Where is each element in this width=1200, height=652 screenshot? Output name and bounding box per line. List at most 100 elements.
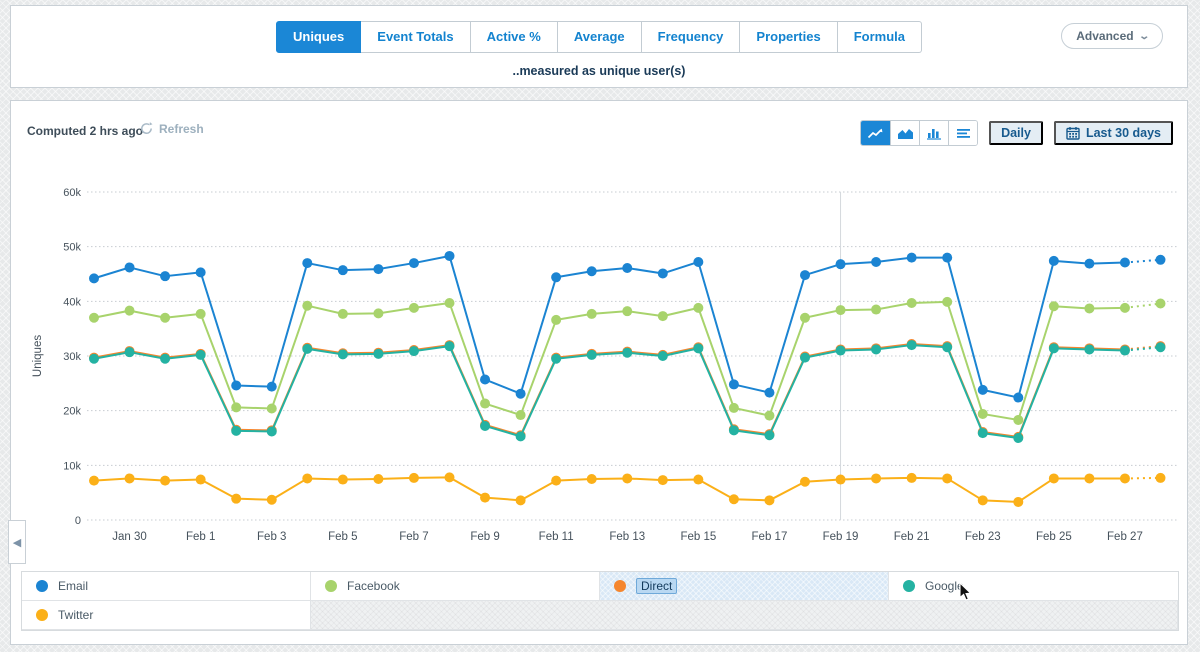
data-point[interactable] <box>1084 303 1094 313</box>
data-point[interactable] <box>729 425 739 435</box>
data-point[interactable] <box>196 350 206 360</box>
data-point[interactable] <box>978 428 988 438</box>
refresh-button[interactable]: Refresh <box>139 121 204 136</box>
data-point[interactable] <box>160 271 170 281</box>
data-point[interactable] <box>693 343 703 353</box>
sidebar-collapse-handle[interactable]: ◀ <box>8 520 26 564</box>
data-point[interactable] <box>1084 259 1094 269</box>
data-point[interactable] <box>693 475 703 485</box>
data-point[interactable] <box>978 495 988 505</box>
data-point[interactable] <box>729 403 739 413</box>
data-point[interactable] <box>480 399 490 409</box>
series-facebook[interactable] <box>89 297 1166 425</box>
data-point[interactable] <box>160 354 170 364</box>
data-point[interactable] <box>764 430 774 440</box>
line-chart[interactable]: 010k20k30k40k50k60kUniquesJan 30Feb 1Feb… <box>11 159 1189 569</box>
data-point[interactable] <box>658 311 668 321</box>
data-point[interactable] <box>1084 344 1094 354</box>
data-point[interactable] <box>551 476 561 486</box>
line-chart-icon[interactable] <box>861 121 890 145</box>
data-point[interactable] <box>800 313 810 323</box>
tab-active-percent[interactable]: Active % <box>471 21 558 53</box>
tab-frequency[interactable]: Frequency <box>642 21 741 53</box>
data-point[interactable] <box>764 388 774 398</box>
data-point[interactable] <box>907 298 917 308</box>
data-point[interactable] <box>196 475 206 485</box>
data-point[interactable] <box>1156 342 1166 352</box>
legend-item-facebook[interactable]: Facebook <box>311 572 600 601</box>
data-point[interactable] <box>516 389 526 399</box>
date-range-button[interactable]: Last 30 days <box>1054 121 1173 145</box>
data-point[interactable] <box>160 313 170 323</box>
data-point[interactable] <box>409 346 419 356</box>
advanced-button[interactable]: Advanced ⌄ <box>1061 23 1163 49</box>
area-chart-icon[interactable] <box>890 121 919 145</box>
data-point[interactable] <box>1049 473 1059 483</box>
tab-average[interactable]: Average <box>558 21 642 53</box>
data-point[interactable] <box>764 411 774 421</box>
data-point[interactable] <box>267 382 277 392</box>
data-point[interactable] <box>907 253 917 263</box>
data-point[interactable] <box>622 263 632 273</box>
data-point[interactable] <box>1156 473 1166 483</box>
data-point[interactable] <box>693 303 703 313</box>
data-point[interactable] <box>942 473 952 483</box>
data-point[interactable] <box>729 494 739 504</box>
data-point[interactable] <box>302 473 312 483</box>
data-point[interactable] <box>409 258 419 268</box>
data-point[interactable] <box>267 403 277 413</box>
data-point[interactable] <box>1120 346 1130 356</box>
data-point[interactable] <box>125 347 135 357</box>
data-point[interactable] <box>622 473 632 483</box>
data-point[interactable] <box>160 476 170 486</box>
data-point[interactable] <box>693 257 703 267</box>
data-point[interactable] <box>907 473 917 483</box>
data-point[interactable] <box>1049 256 1059 266</box>
data-point[interactable] <box>516 495 526 505</box>
legend-item-email[interactable]: Email <box>22 572 311 601</box>
data-point[interactable] <box>338 475 348 485</box>
data-point[interactable] <box>1156 299 1166 309</box>
data-point[interactable] <box>231 494 241 504</box>
data-point[interactable] <box>231 402 241 412</box>
data-point[interactable] <box>373 474 383 484</box>
data-point[interactable] <box>373 349 383 359</box>
data-point[interactable] <box>409 303 419 313</box>
data-point[interactable] <box>658 351 668 361</box>
tab-formula[interactable]: Formula <box>838 21 922 53</box>
data-point[interactable] <box>445 298 455 308</box>
data-point[interactable] <box>1013 433 1023 443</box>
data-point[interactable] <box>1156 255 1166 265</box>
data-point[interactable] <box>1049 343 1059 353</box>
data-point[interactable] <box>1013 497 1023 507</box>
data-point[interactable] <box>231 381 241 391</box>
stacked-bars-icon[interactable] <box>948 121 977 145</box>
data-point[interactable] <box>764 495 774 505</box>
series-email[interactable] <box>89 251 1166 403</box>
bar-chart-icon[interactable] <box>919 121 948 145</box>
data-point[interactable] <box>622 306 632 316</box>
data-point[interactable] <box>836 305 846 315</box>
data-point[interactable] <box>445 341 455 351</box>
data-point[interactable] <box>871 344 881 354</box>
data-point[interactable] <box>338 309 348 319</box>
data-point[interactable] <box>89 476 99 486</box>
data-point[interactable] <box>267 426 277 436</box>
data-point[interactable] <box>1049 301 1059 311</box>
data-point[interactable] <box>89 354 99 364</box>
data-point[interactable] <box>836 475 846 485</box>
data-point[interactable] <box>196 267 206 277</box>
data-point[interactable] <box>409 473 419 483</box>
data-point[interactable] <box>907 340 917 350</box>
data-point[interactable] <box>1013 393 1023 403</box>
data-point[interactable] <box>196 309 206 319</box>
data-point[interactable] <box>551 272 561 282</box>
data-point[interactable] <box>480 493 490 503</box>
data-point[interactable] <box>125 473 135 483</box>
data-point[interactable] <box>800 353 810 363</box>
data-point[interactable] <box>587 266 597 276</box>
data-point[interactable] <box>978 409 988 419</box>
data-point[interactable] <box>373 308 383 318</box>
data-point[interactable] <box>480 421 490 431</box>
data-point[interactable] <box>1120 258 1130 268</box>
